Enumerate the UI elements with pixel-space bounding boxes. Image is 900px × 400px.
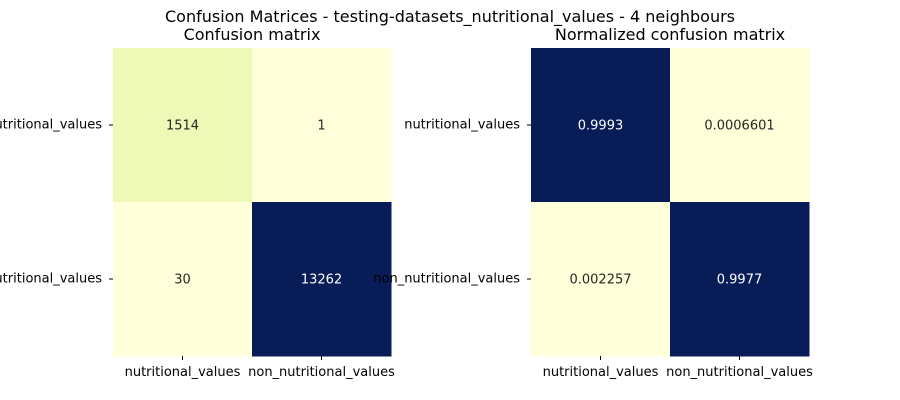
cell-value-label: 1514 [166, 119, 199, 134]
heatmap-cell [113, 202, 253, 357]
cell-value-label: 1 [317, 119, 325, 134]
heatmap-cell [252, 48, 392, 203]
x-tick-label: non_nutritional_values [666, 365, 813, 380]
heatmap-cell [670, 202, 810, 357]
axes-title: Confusion matrix [184, 25, 321, 44]
cell-value-label: 13262 [301, 273, 342, 288]
x-tick-label: nutritional_values [125, 365, 241, 380]
heatmap-cell [113, 48, 253, 203]
y-tick-label: non_nutritional_values [373, 272, 520, 287]
axes-title: Normalized confusion matrix [555, 25, 785, 44]
y-tick-label: nutritional_values [0, 118, 102, 133]
heatmap-cell [670, 48, 810, 203]
y-tick-label: non_nutritional_values [0, 272, 102, 287]
heatmap-cell [531, 202, 671, 357]
cell-value-label: 0.002257 [569, 273, 631, 288]
y-tick-label: nutritional_values [404, 118, 520, 133]
figure-title: Confusion Matrices - testing-datasets_nu… [165, 7, 735, 27]
cell-value-label: 0.9993 [578, 119, 624, 134]
x-tick-label: non_nutritional_values [248, 365, 395, 380]
cell-value-label: 0.0006601 [704, 119, 774, 134]
heatmap-cell [252, 202, 392, 357]
heatmap-cell [531, 48, 671, 203]
cell-value-label: 30 [174, 273, 191, 288]
cell-value-label: 0.9977 [717, 273, 763, 288]
x-tick-label: nutritional_values [543, 365, 659, 380]
